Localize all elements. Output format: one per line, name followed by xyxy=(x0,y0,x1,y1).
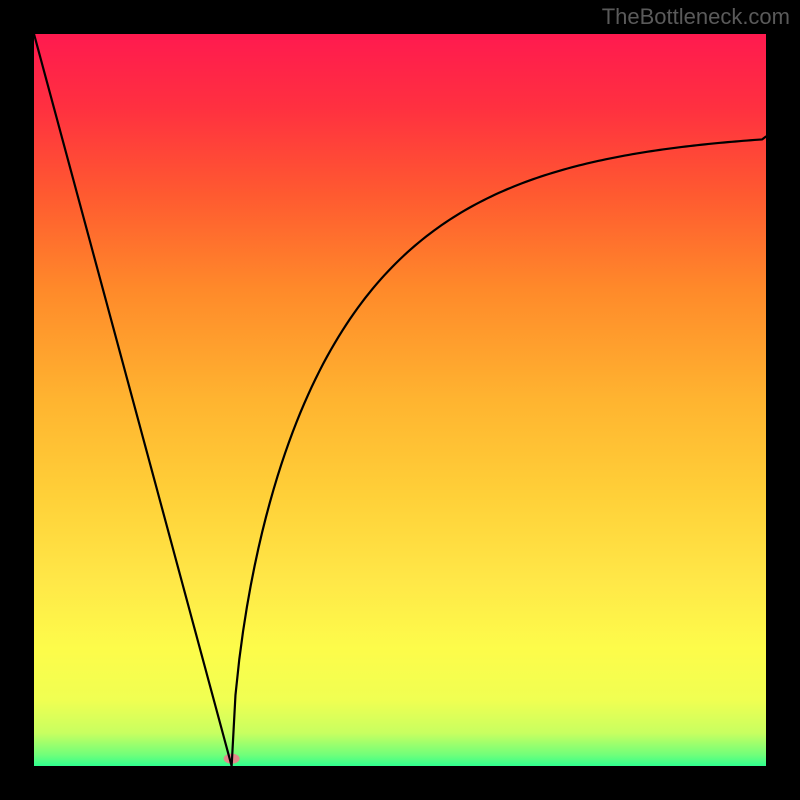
plot-background xyxy=(34,34,766,766)
watermark-text: TheBottleneck.com xyxy=(602,4,790,30)
bottleneck-chart xyxy=(0,0,800,800)
chart-frame: TheBottleneck.com xyxy=(0,0,800,800)
